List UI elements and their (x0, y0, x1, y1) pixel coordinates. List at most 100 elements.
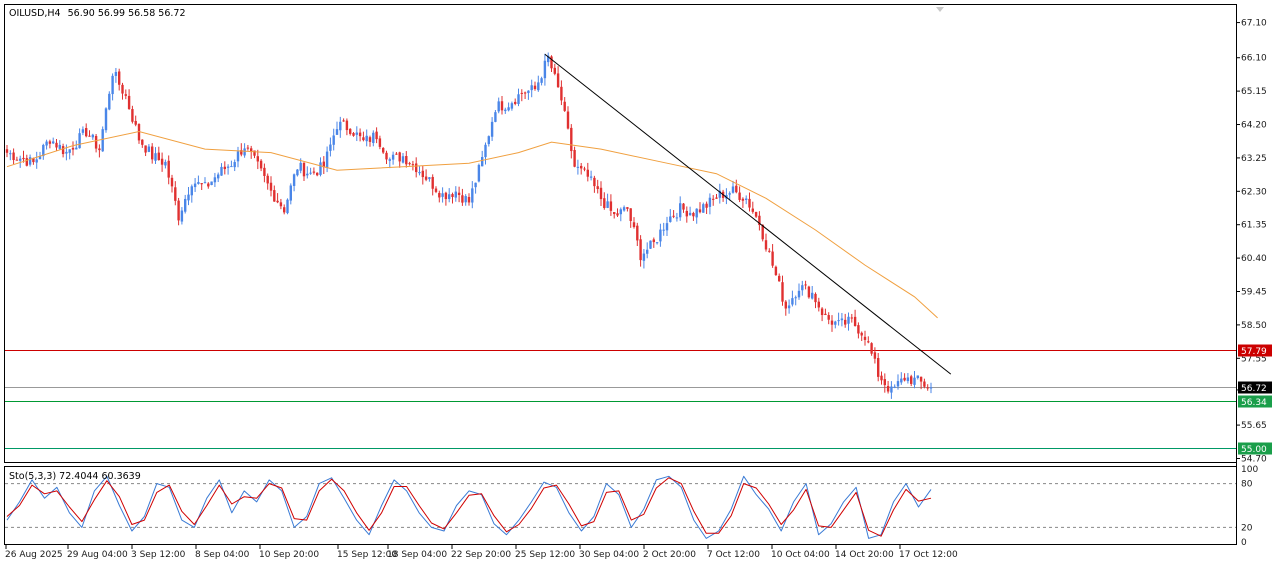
candle-body (184, 198, 187, 212)
candle-body (256, 156, 259, 162)
candle-body (599, 187, 603, 200)
candle-body (144, 145, 147, 153)
time-tick-label: 15 Sep 12:00 (337, 550, 397, 560)
candle-body (797, 290, 801, 298)
candle-body (85, 128, 88, 137)
candle-body (42, 144, 45, 157)
symbol-name: OILUSD,H4 (9, 8, 61, 19)
time-tick-label: 25 Sep 12:00 (515, 550, 575, 560)
candle-body (246, 147, 250, 149)
candle-body (771, 251, 774, 266)
candle-body (187, 194, 190, 201)
candle-body (94, 135, 98, 149)
price-line-labels: 57.79 56.72 56.34 55.00 (1238, 344, 1272, 455)
candle-body (609, 201, 613, 211)
price-tick-label: 66.10 (1241, 54, 1267, 64)
candle-body (75, 147, 78, 150)
candle-body (520, 92, 523, 94)
candle-body (362, 137, 365, 141)
candle-body (35, 159, 38, 163)
candle-body (589, 176, 593, 178)
candle-body (570, 127, 573, 152)
candle-body (860, 332, 863, 336)
price-tick-label: 63.25 (1241, 154, 1267, 164)
candle-body (358, 132, 362, 137)
candle-body (692, 212, 695, 217)
stochastic-tick-label: 0 (1241, 538, 1247, 548)
candle-body (339, 121, 342, 131)
candle-body (550, 56, 553, 69)
candle-body (213, 177, 217, 183)
time-tick-label: 17 Oct 12:00 (899, 550, 958, 560)
price-tick-label: 59.45 (1241, 288, 1267, 298)
candle-body (652, 239, 655, 243)
price-line-label-bg (1238, 395, 1272, 408)
candle-body (424, 176, 428, 180)
price-tick-label: 64.20 (1241, 121, 1267, 131)
candle-body (352, 133, 355, 136)
candle-body (748, 198, 751, 208)
candle-body (421, 170, 424, 178)
candle-body (758, 215, 761, 226)
candle-body (286, 199, 289, 214)
candle-body (827, 315, 830, 320)
stochastic-main-line (6, 475, 932, 539)
candle-body (335, 129, 339, 135)
price-line-label: 56.72 (1241, 384, 1267, 394)
stochastic-pane[interactable] (4, 466, 1237, 545)
candle-body (853, 316, 857, 326)
candle-body (283, 207, 286, 213)
candle-body (226, 166, 230, 168)
candle-body (401, 156, 405, 163)
candle-body (332, 135, 335, 145)
candle-body (751, 208, 754, 212)
candle-body (560, 86, 563, 101)
candle-body (289, 185, 292, 201)
candle-body (118, 71, 121, 85)
trendline[interactable] (544, 53, 952, 375)
candle-body (639, 239, 642, 261)
candle-body (814, 293, 817, 303)
candle-body (5, 149, 9, 153)
candle-body (820, 308, 824, 316)
candle-body (418, 171, 421, 174)
candle-body (55, 142, 58, 148)
candle-body (873, 352, 877, 359)
price-tick-label: 62.30 (1241, 187, 1267, 197)
candle-body (580, 165, 583, 169)
candle-body (484, 144, 487, 158)
candle-body (867, 341, 870, 343)
candle-body (200, 183, 203, 185)
candle-body (646, 249, 649, 254)
candle-body (197, 182, 200, 184)
candle-body (900, 378, 903, 383)
price-pane[interactable] (4, 4, 1237, 463)
candle-body (497, 101, 500, 112)
candle-body (665, 223, 669, 231)
candle-body (428, 177, 431, 180)
candle-body (844, 319, 847, 325)
candle-body (292, 174, 296, 186)
price-line-label-bg (1238, 344, 1272, 357)
candle-body (583, 168, 586, 170)
candle-body (553, 67, 556, 74)
candle-body (877, 358, 880, 377)
candle-body (919, 376, 923, 382)
candle-body (705, 203, 708, 208)
stochastic-tick-label: 80 (1241, 480, 1253, 490)
candle-body (438, 192, 441, 198)
candle-body (530, 85, 533, 91)
candle-body (365, 135, 368, 142)
candle-body (787, 305, 791, 309)
trendline-layer[interactable] (544, 53, 952, 375)
candle-body (108, 93, 111, 110)
candle-body (22, 157, 25, 160)
candle-body (886, 385, 890, 392)
candle-body (157, 152, 160, 161)
scroll-marker-icon[interactable] (936, 7, 944, 12)
stochastic-tick-label: 20 (1241, 523, 1253, 533)
candle-body (378, 138, 382, 147)
candle-body (121, 84, 124, 94)
